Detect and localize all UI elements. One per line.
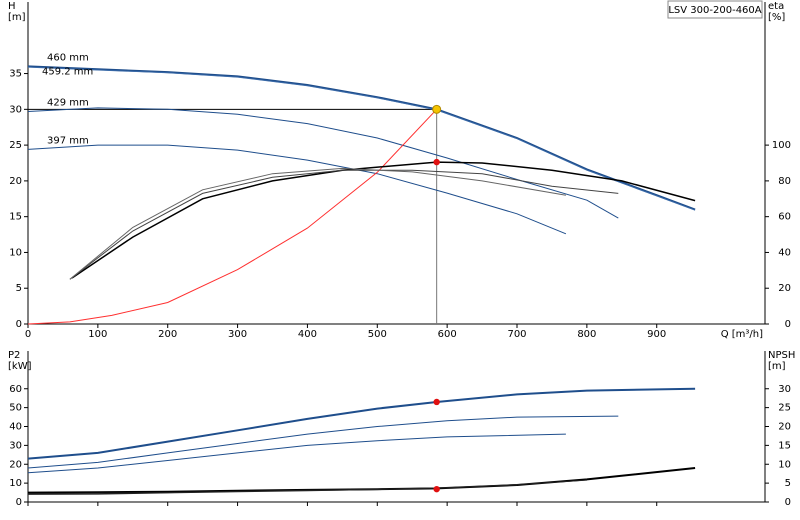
- y-tick-label: 20: [9, 176, 22, 187]
- operating-point: [433, 158, 440, 166]
- pump-label: LSV 300-200-460A: [668, 5, 761, 16]
- y-axis-label: [m]: [8, 12, 26, 23]
- y-tick-label: 30: [9, 104, 22, 115]
- curve: [27, 467, 696, 494]
- y-tick-label: 10: [9, 247, 22, 258]
- y2-tick-label: 0: [785, 497, 791, 508]
- x-tick-label: 900: [647, 329, 666, 340]
- curve-label: 429 mm: [47, 97, 89, 108]
- y-tick-label: 20: [9, 459, 22, 470]
- curve: [27, 108, 438, 325]
- y2-tick-label: 80: [778, 176, 791, 187]
- y-tick-label: 0: [16, 497, 22, 508]
- curve: [27, 66, 696, 211]
- y2-tick-label: 5: [785, 478, 791, 489]
- y2-tick-label: 60: [778, 212, 791, 223]
- y-axis-label: [kW]: [8, 361, 32, 372]
- x-tick-label: 500: [368, 329, 387, 340]
- curve-label: 460 mm: [47, 52, 89, 63]
- y2-axis-label: NPSH: [768, 350, 795, 361]
- y2-tick-label: 15: [778, 440, 791, 451]
- x-tick-label: 600: [438, 329, 457, 340]
- y-axis-label: H: [8, 1, 16, 12]
- y2-axis-label: eta: [768, 1, 784, 12]
- y-tick-label: 15: [9, 212, 22, 223]
- y-tick-label: 25: [9, 140, 22, 151]
- y2-tick-label: 20: [778, 283, 791, 294]
- curve: [27, 433, 566, 474]
- curve-label: 459.2 mm: [42, 66, 93, 77]
- curve: [69, 169, 619, 280]
- y2-axis-label: [%]: [768, 12, 785, 23]
- x-tick-label: 100: [88, 329, 107, 340]
- y2-tick-label: 25: [778, 403, 791, 414]
- curve-label: 397 mm: [47, 135, 89, 146]
- y-tick-label: 40: [9, 422, 22, 433]
- y-tick-label: 0: [16, 319, 22, 330]
- x-tick-label: 0: [25, 329, 31, 340]
- curve: [27, 107, 619, 219]
- x-tick-label: 300: [228, 329, 247, 340]
- pump-label-box: [667, 0, 763, 19]
- y-axis-label: P2: [8, 350, 20, 361]
- curve: [27, 387, 696, 460]
- operating-point: [433, 485, 440, 493]
- x-tick-label: 200: [158, 329, 177, 340]
- y-tick-label: 60: [9, 384, 22, 395]
- y2-tick-label: 30: [778, 384, 791, 395]
- curve: [27, 65, 696, 211]
- curve: [71, 161, 696, 279]
- curve: [27, 415, 619, 469]
- x-axis-label: Q [m³/h]: [721, 329, 763, 340]
- x-tick-label: 800: [577, 329, 596, 340]
- operating-point: [432, 104, 442, 114]
- operating-point: [433, 398, 440, 406]
- y-tick-label: 50: [9, 403, 22, 414]
- y-tick-label: 5: [16, 283, 22, 294]
- y2-tick-label: 40: [778, 247, 791, 258]
- y2-tick-label: 10: [778, 459, 791, 470]
- y2-tick-label: 100: [772, 140, 791, 151]
- y-tick-label: 30: [9, 440, 22, 451]
- curve: [69, 167, 566, 280]
- y2-tick-label: 20: [778, 422, 791, 433]
- y2-axis-label: [m]: [768, 361, 786, 372]
- curve: [27, 144, 567, 235]
- x-tick-label: 400: [298, 329, 317, 340]
- y2-tick-label: 0: [785, 319, 791, 330]
- y-tick-label: 35: [9, 69, 22, 80]
- y-tick-label: 10: [9, 478, 22, 489]
- x-tick-label: 700: [507, 329, 526, 340]
